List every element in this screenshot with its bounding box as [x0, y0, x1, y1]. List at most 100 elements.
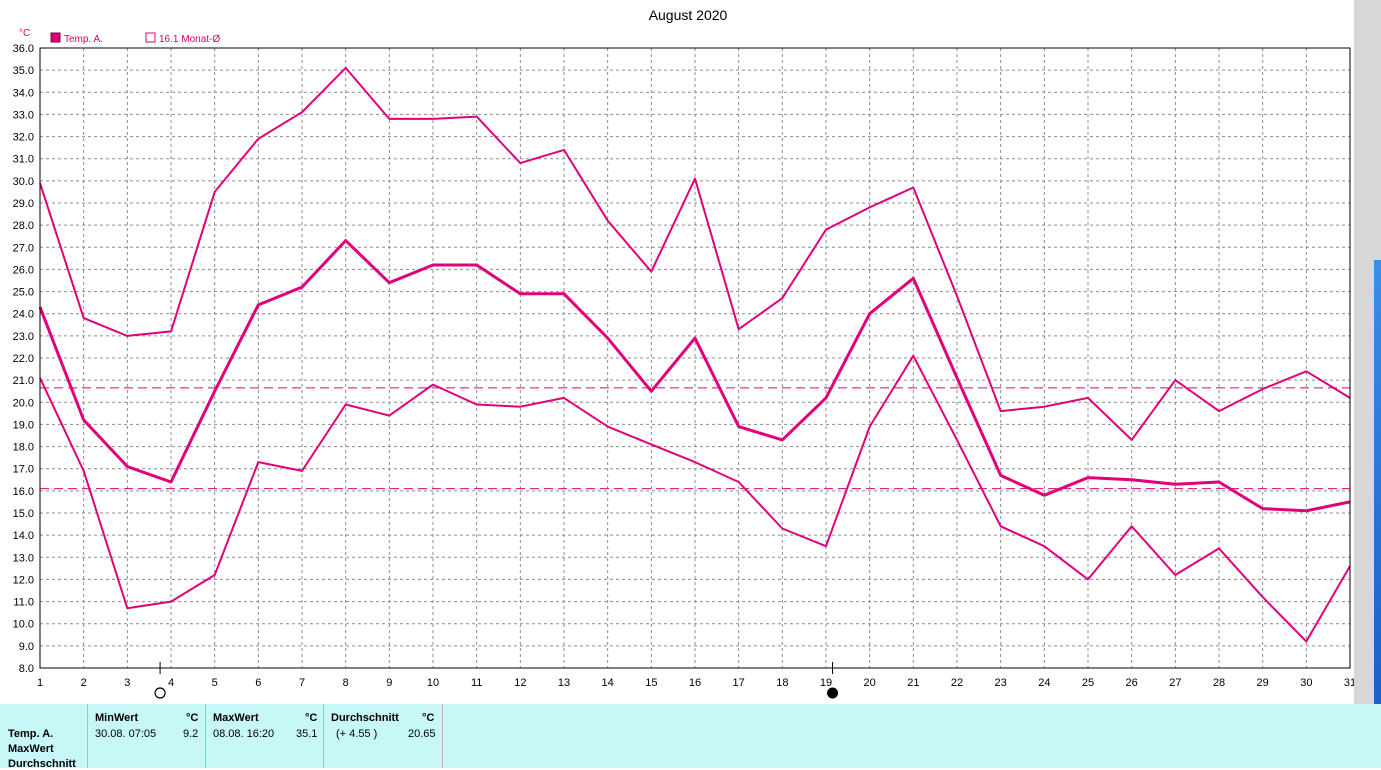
x-tick-label: 8 — [343, 677, 349, 689]
series-lines — [38, 66, 1351, 643]
y-tick-label: 20.0 — [13, 397, 34, 409]
x-tick-label: 18 — [776, 677, 788, 689]
desktop-background — [1374, 260, 1381, 704]
x-tick-label: 29 — [1257, 677, 1269, 689]
y-tick-label: 8.0 — [19, 663, 34, 675]
legend-average-swatch — [145, 32, 156, 43]
plot-frame — [39, 47, 1351, 669]
moon-phase-markers — [154, 662, 839, 699]
x-tick-label: 11 — [471, 677, 482, 689]
chart-title: August 2020 — [649, 7, 728, 23]
stats-avg-value: 20.65 — [408, 728, 436, 740]
x-tick-label: 24 — [1038, 677, 1050, 689]
y-tick-label: 19.0 — [13, 419, 34, 431]
y-tick-label: 34.0 — [13, 87, 34, 99]
y-tick-label: 16.0 — [13, 486, 34, 498]
stats-avg-unit: °C — [422, 712, 435, 724]
y-axis-ticks: 8.0 9.0 10.0 11.0 12.0 13.0 14.0 15.0 16.0 17.0 18… — [13, 43, 34, 675]
stats-min-cell: MinWert °C 30.08. 07:05 9.2 — [87, 704, 206, 768]
y-tick-label: 33.0 — [13, 109, 34, 121]
legend-average-label: 16.1 Monat-Ø — [159, 34, 220, 45]
y-tick-label: 23.0 — [13, 331, 34, 343]
stats-max-cell: MaxWert °C 08.08. 16:20 35.1 — [205, 704, 324, 768]
stats-max-value: 35.1 — [296, 728, 318, 740]
row-label-temp: Temp. A. — [8, 728, 54, 740]
stats-min-unit: °C — [186, 712, 199, 724]
y-unit-label: °C — [19, 28, 30, 39]
x-tick-label: 22 — [951, 677, 963, 689]
x-tick-label: 17 — [733, 677, 745, 689]
y-tick-label: 18.0 — [13, 442, 34, 454]
x-tick-label: 7 — [299, 677, 305, 689]
full-moon-icon — [154, 687, 166, 699]
x-tick-label: 10 — [427, 677, 439, 689]
y-tick-label: 13.0 — [13, 552, 34, 564]
x-tick-label: 25 — [1082, 677, 1094, 689]
y-tick-label: 21.0 — [13, 375, 34, 387]
y-tick-label: 9.0 — [19, 641, 34, 653]
stats-avg-cell: Durchschnitt °C (+ 4.55 ) 20.65 — [323, 704, 443, 768]
x-tick-label: 23 — [995, 677, 1007, 689]
series-line-min — [39, 354, 1351, 643]
y-tick-label: 12.0 — [13, 574, 34, 586]
x-tick-label: 1 — [37, 677, 43, 689]
y-tick-label: 10.0 — [13, 619, 34, 631]
legend-series-swatch — [50, 32, 61, 43]
temperature-chart: August 2020 °C Temp. A. 16.1 Monat-Ø 8.0… — [13, 7, 1356, 699]
legend-series-label: Temp. A. — [64, 34, 103, 45]
y-tick-label: 29.0 — [13, 198, 34, 210]
y-tick-label: 35.0 — [13, 65, 34, 77]
x-tick-label: 19 — [820, 677, 832, 689]
row-label-max: MaxWert — [8, 743, 54, 755]
x-tick-label: 31 — [1344, 677, 1356, 689]
stats-panel: Temp. A. MaxWert Durchschnitt MinWert °C… — [0, 704, 1381, 770]
x-tick-label: 20 — [864, 677, 876, 689]
y-tick-label: 32.0 — [13, 132, 34, 144]
reference-lines — [40, 387, 1350, 490]
y-tick-label: 30.0 — [13, 176, 34, 188]
y-tick-label: 25.0 — [13, 287, 34, 299]
stats-avg-delta: (+ 4.55 ) — [336, 728, 378, 740]
y-tick-label: 28.0 — [13, 220, 34, 232]
grid — [40, 48, 1350, 668]
y-tick-label: 26.0 — [13, 264, 34, 276]
window-edge — [1354, 0, 1381, 704]
y-tick-label: 11.0 — [13, 597, 34, 609]
stats-min-datetime: 30.08. 07:05 — [95, 728, 157, 740]
y-tick-label: 15.0 — [13, 508, 34, 520]
y-tick-label: 36.0 — [13, 43, 34, 55]
x-tick-label: 6 — [255, 677, 261, 689]
x-tick-label: 16 — [689, 677, 701, 689]
x-axis-ticks: 1 2 3 4 5 6 7 8 9 10 11 12 13 14 15 16 17 18 19 20 21 22 23 24 2… — [37, 677, 1356, 689]
y-tick-label: 24.0 — [13, 309, 34, 321]
y-tick-label: 27.0 — [13, 242, 34, 254]
y-tick-label: 31.0 — [13, 154, 34, 166]
x-tick-label: 5 — [212, 677, 218, 689]
x-tick-label: 28 — [1213, 677, 1225, 689]
row-label-avg: Durchschnitt — [8, 758, 76, 770]
y-tick-label: 14.0 — [13, 530, 34, 542]
stats-avg-header: Durchschnitt — [331, 712, 399, 724]
x-tick-label: 4 — [168, 677, 174, 689]
stats-max-unit: °C — [305, 712, 318, 724]
series-line-max — [39, 66, 1351, 441]
x-tick-label: 2 — [81, 677, 87, 689]
stats-min-value: 9.2 — [183, 728, 199, 740]
series-line-mean — [38, 239, 1351, 513]
x-tick-label: 13 — [558, 677, 570, 689]
x-tick-label: 30 — [1300, 677, 1312, 689]
stats-max-datetime: 08.08. 16:20 — [213, 728, 275, 740]
stats-max-header: MaxWert — [213, 712, 259, 724]
x-tick-label: 15 — [645, 677, 657, 689]
x-tick-label: 21 — [907, 677, 919, 689]
new-moon-icon — [827, 687, 839, 699]
x-tick-label: 27 — [1169, 677, 1181, 689]
x-tick-label: 3 — [124, 677, 130, 689]
y-tick-label: 22.0 — [13, 353, 34, 365]
x-tick-label: 14 — [602, 677, 614, 689]
x-tick-label: 9 — [386, 677, 392, 689]
x-tick-label: 26 — [1126, 677, 1138, 689]
x-tick-label: 12 — [514, 677, 526, 689]
stats-min-header: MinWert — [95, 712, 139, 724]
y-tick-label: 17.0 — [13, 464, 34, 476]
